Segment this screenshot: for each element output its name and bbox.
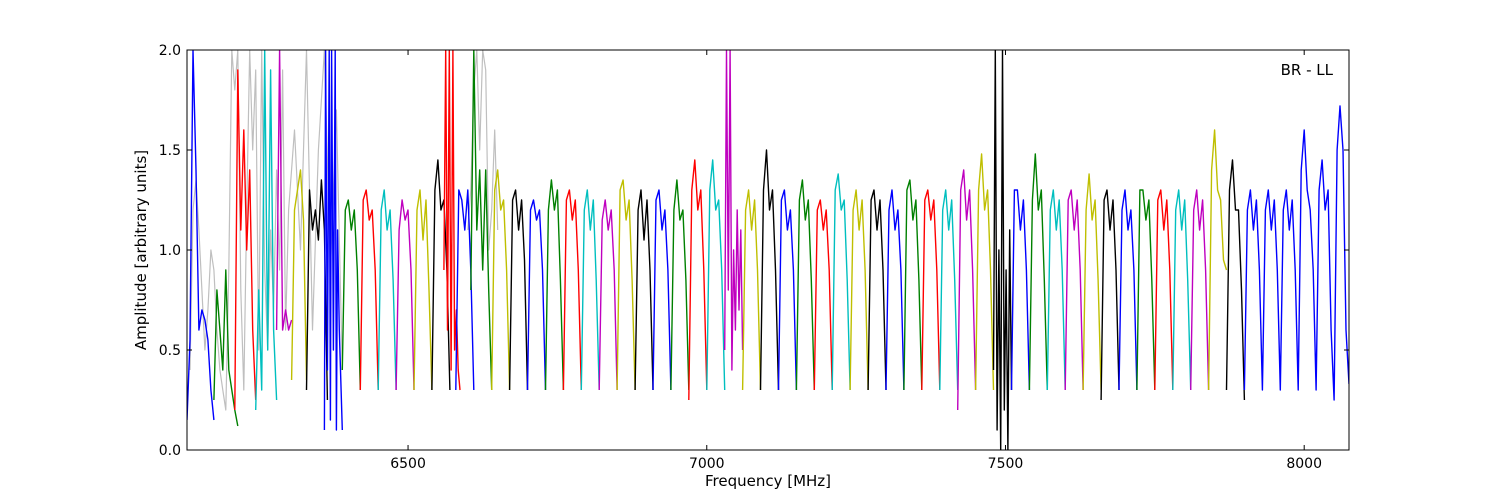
y-tick-label: 0.0 <box>159 443 181 459</box>
series-line-11 <box>359 189 379 391</box>
x-axis-title: Frequency [MHz] <box>705 472 831 490</box>
y-tick-label: 1.5 <box>159 143 181 159</box>
series-line-36 <box>795 179 815 391</box>
series-line-29 <box>670 179 690 391</box>
x-tick-label: 7500 <box>988 456 1024 472</box>
x-tick-label: 6500 <box>390 456 426 472</box>
series-line-48 <box>1010 189 1031 391</box>
x-tick-label: 8000 <box>1286 456 1322 472</box>
x-tick-label: 7000 <box>689 456 725 472</box>
series-line-41 <box>885 189 905 391</box>
series-line-16 <box>443 50 461 391</box>
series-line-33 <box>741 189 762 391</box>
series-line-60 <box>1225 159 1246 401</box>
series-line-30 <box>688 159 708 401</box>
y-axis-title: Amplitude [arbitrary units] <box>132 150 150 350</box>
series-line-0 <box>189 50 343 411</box>
y-tick-label: 0.5 <box>159 343 181 359</box>
series-line-2 <box>187 50 215 421</box>
series-line-37 <box>813 199 833 391</box>
series-line-54 <box>1118 189 1138 391</box>
series-line-61 <box>1243 105 1349 401</box>
tick-layer: 6500 7000 7500 8000 0.0 0.5 1.0 1.5 2.0 <box>159 43 1349 472</box>
annotation-label: BR - LL <box>1281 61 1334 79</box>
series-line-23 <box>562 189 582 391</box>
series-line-7 <box>290 169 308 381</box>
series-line-53 <box>1100 189 1120 401</box>
series-line-43 <box>921 189 941 391</box>
series-line-49 <box>1028 153 1048 391</box>
series-line-24 <box>580 189 600 391</box>
series-line-47 <box>992 50 1013 450</box>
series-line-40 <box>867 189 887 391</box>
series-line-25 <box>598 199 618 391</box>
series-line-52 <box>1082 173 1102 391</box>
series-line-31 <box>706 159 726 391</box>
y-tick-label: 2.0 <box>159 43 181 59</box>
series-line-8 <box>305 179 329 401</box>
series-line-59 <box>1207 129 1228 391</box>
series-line-9 <box>323 50 343 431</box>
series-line-21 <box>526 199 547 391</box>
series-layer <box>187 50 1349 450</box>
series-line-14 <box>413 189 433 391</box>
series-line-27 <box>634 189 654 391</box>
series-line-39 <box>849 189 869 391</box>
series-line-38 <box>831 173 851 391</box>
series-line-3 <box>213 269 239 427</box>
series-line-12 <box>377 189 397 391</box>
series-line-46 <box>974 153 995 391</box>
series-line-13 <box>395 199 415 391</box>
series-line-58 <box>1190 189 1210 391</box>
series-line-55 <box>1136 189 1156 391</box>
series-line-19 <box>491 169 511 391</box>
series-line-42 <box>903 179 923 391</box>
series-line-18 <box>470 50 493 391</box>
series-line-4 <box>234 69 257 411</box>
series-line-34 <box>759 149 780 391</box>
series-line-26 <box>616 179 636 391</box>
series-line-35 <box>777 189 798 391</box>
series-line-44 <box>939 189 959 391</box>
series-line-32 <box>724 50 744 371</box>
series-line-5 <box>255 50 278 411</box>
series-line-10 <box>341 199 361 391</box>
series-line-45 <box>957 169 977 411</box>
series-line-51 <box>1064 189 1084 391</box>
series-line-28 <box>652 189 672 391</box>
series-line-50 <box>1046 189 1066 391</box>
y-tick-label: 1.0 <box>159 243 181 259</box>
series-line-57 <box>1172 189 1192 391</box>
series-line-6 <box>275 50 293 331</box>
series-line-22 <box>544 179 565 391</box>
series-line-56 <box>1154 189 1174 391</box>
series-line-20 <box>508 189 529 391</box>
